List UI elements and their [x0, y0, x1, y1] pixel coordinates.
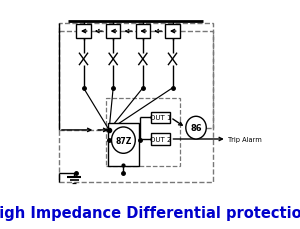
Circle shape [112, 127, 135, 154]
Bar [165, 25, 180, 39]
Text: Trip Alarm: Trip Alarm [228, 136, 262, 142]
Text: 86: 86 [190, 124, 202, 133]
Bar [59, 24, 213, 182]
Bar [106, 25, 120, 39]
Bar [108, 123, 139, 167]
Text: High Impedance Differential protection: High Impedance Differential protection [0, 205, 300, 220]
Bar [76, 25, 91, 39]
Text: OUT 2: OUT 2 [150, 136, 171, 142]
Bar [106, 99, 180, 166]
Text: 87Z: 87Z [115, 136, 132, 145]
Bar [136, 25, 150, 39]
Bar [151, 112, 170, 124]
Circle shape [186, 117, 206, 139]
Bar [151, 134, 170, 145]
Text: OUT 1: OUT 1 [150, 115, 172, 121]
